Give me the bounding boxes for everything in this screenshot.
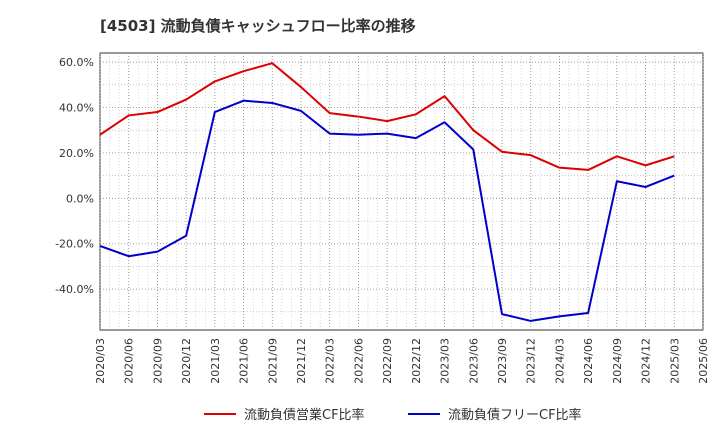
x-tick-label: 2025/03 bbox=[668, 338, 681, 384]
series-line-0 bbox=[99, 62, 675, 171]
y-tick-label: 20.0% bbox=[59, 147, 94, 160]
chart-title: [4503] 流動負債キャッシュフロー比率の推移 bbox=[100, 17, 416, 35]
x-tick-label: 2024/09 bbox=[611, 338, 624, 384]
x-tick-label: 2020/09 bbox=[151, 338, 164, 384]
x-tick-label: 2020/12 bbox=[180, 338, 193, 384]
legend-label-0: 流動負債営業CF比率 bbox=[244, 407, 365, 423]
x-tick-label: 2021/09 bbox=[266, 338, 279, 384]
x-tick-label: 2023/12 bbox=[525, 338, 538, 384]
x-axis: 2020/03 2020/06 2020/09 2020/12 2021/03 2021/… bbox=[94, 338, 710, 384]
y-tick-label: 40.0% bbox=[59, 101, 94, 114]
x-tick-label: 2024/06 bbox=[582, 338, 595, 384]
x-tick-label: 2020/06 bbox=[123, 338, 136, 384]
plot-frame bbox=[99, 52, 704, 331]
x-tick-label: 2023/03 bbox=[439, 338, 452, 384]
x-tick-label: 2024/03 bbox=[553, 338, 566, 384]
x-tick-label: 2023/06 bbox=[467, 338, 480, 384]
y-axis: 60.0% 40.0% 20.0% 0.0% -20.0% -40.0% bbox=[55, 56, 94, 296]
grid-lines bbox=[99, 53, 704, 330]
x-tick-label: 2022/03 bbox=[324, 338, 337, 384]
x-tick-label: 2020/03 bbox=[94, 338, 107, 384]
plot-area bbox=[99, 52, 704, 331]
x-tick-label: 2024/12 bbox=[640, 338, 653, 384]
series-line-1 bbox=[99, 99, 675, 322]
y-tick-label: 0.0% bbox=[66, 192, 94, 205]
x-tick-label: 2022/09 bbox=[381, 338, 394, 384]
legend-label-1: 流動負債フリーCF比率 bbox=[448, 407, 582, 423]
x-tick-label: 2025/06 bbox=[697, 338, 710, 384]
y-tick-label: 60.0% bbox=[59, 56, 94, 69]
x-tick-label: 2022/12 bbox=[410, 338, 423, 384]
x-tick-label: 2022/06 bbox=[352, 338, 365, 384]
x-tick-label: 2021/06 bbox=[238, 338, 251, 384]
x-tick-label: 2021/12 bbox=[295, 338, 308, 384]
legend: 流動負債営業CF比率 流動負債フリーCF比率 bbox=[204, 407, 582, 423]
x-tick-label: 2021/03 bbox=[209, 338, 222, 384]
x-tick-label: 2023/09 bbox=[496, 338, 509, 384]
y-tick-label: -40.0% bbox=[55, 283, 94, 296]
y-tick-label: -20.0% bbox=[55, 238, 94, 251]
series-layer bbox=[99, 62, 675, 322]
